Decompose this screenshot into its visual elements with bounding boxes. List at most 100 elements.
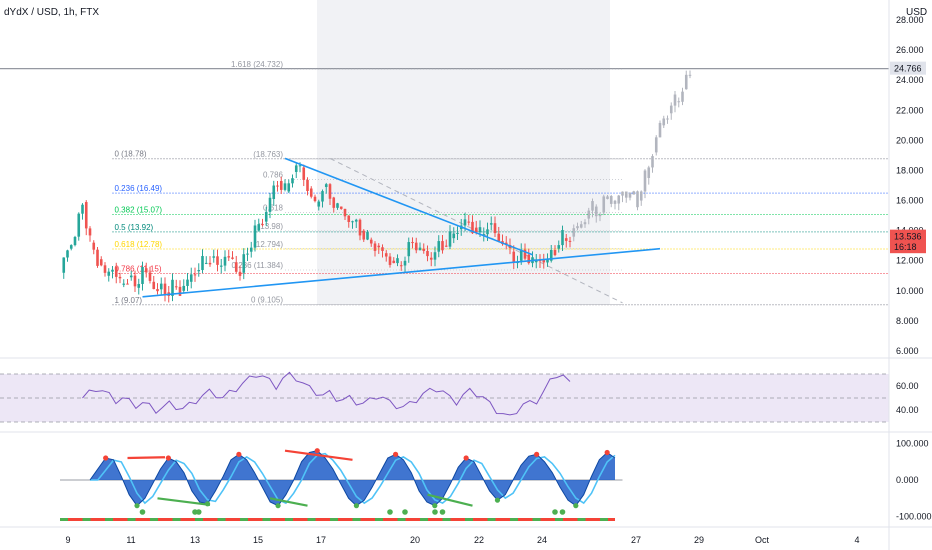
price-candle bbox=[358, 219, 362, 236]
momentum-pane[interactable]: 100.000 0.000 -100.000 bbox=[60, 438, 932, 522]
fib-extension-label: 0.786 bbox=[263, 170, 284, 179]
price-candle bbox=[519, 249, 523, 261]
price-candle bbox=[354, 219, 358, 222]
projected-candle bbox=[669, 105, 673, 114]
fib-extension-label: (13.98) bbox=[258, 222, 284, 231]
price-candle bbox=[111, 269, 114, 272]
price-tick-label: 28.000 bbox=[896, 15, 924, 25]
signal-strip-segment bbox=[487, 518, 496, 521]
bull-signal-dot bbox=[139, 509, 146, 515]
price-candle bbox=[381, 247, 384, 251]
projected-candle bbox=[684, 74, 688, 90]
divergence-line bbox=[284, 449, 353, 461]
price-candle bbox=[448, 231, 452, 247]
price-candle bbox=[362, 230, 366, 240]
price-candle bbox=[478, 227, 482, 233]
price-candle bbox=[489, 223, 493, 225]
rsi-tick-label: 40.00 bbox=[896, 405, 919, 415]
price-tick-label: 22.000 bbox=[896, 105, 924, 115]
price-candle bbox=[174, 286, 178, 288]
price-candle bbox=[523, 249, 527, 259]
price-candle bbox=[328, 184, 332, 199]
price-candle bbox=[313, 196, 317, 202]
price-candle bbox=[103, 265, 107, 273]
signal-strip-segment bbox=[442, 518, 451, 521]
price-candle bbox=[422, 248, 426, 251]
price-candle bbox=[189, 274, 193, 282]
price-candle bbox=[73, 236, 77, 246]
time-tick-label: 11 bbox=[126, 535, 135, 545]
price-candle bbox=[231, 257, 234, 259]
price-badge-label: 13.536 bbox=[894, 232, 922, 242]
signal-strip-segment bbox=[555, 518, 563, 521]
price-candle bbox=[268, 197, 272, 212]
time-tick-label: 24 bbox=[537, 535, 547, 545]
price-candle bbox=[512, 251, 516, 263]
projected-candle bbox=[632, 191, 636, 195]
projected-candle bbox=[673, 94, 677, 106]
time-tick-label: 15 bbox=[253, 535, 263, 545]
projected-candle bbox=[602, 196, 606, 213]
bear-cross-dot bbox=[463, 455, 469, 461]
price-candle bbox=[279, 180, 283, 190]
price-candle bbox=[186, 279, 189, 286]
projected-candle bbox=[666, 118, 669, 120]
price-candle bbox=[276, 185, 279, 187]
projected-candle bbox=[647, 167, 651, 178]
fib-extension-label: 1.618 (24.732) bbox=[231, 60, 283, 69]
bear-cross-dot bbox=[165, 455, 171, 461]
projected-candle bbox=[651, 156, 654, 168]
price-candle bbox=[564, 238, 568, 241]
price-candle bbox=[249, 247, 253, 252]
rsi-tick-label: 60.00 bbox=[896, 381, 919, 391]
price-candle bbox=[429, 257, 433, 260]
time-tick-label: 4 bbox=[854, 535, 859, 545]
price-candle bbox=[426, 250, 429, 257]
price-candle bbox=[257, 224, 261, 231]
bull-signal-dot bbox=[387, 509, 393, 515]
bull-signal-dot bbox=[402, 509, 408, 515]
price-candle bbox=[557, 245, 561, 249]
signal-strip-segment bbox=[352, 518, 361, 521]
price-candle bbox=[568, 240, 572, 242]
rsi-pane[interactable]: 60.00 40.00 bbox=[0, 371, 919, 423]
bull-cross-dot bbox=[134, 503, 140, 509]
price-pane[interactable]: 28.000 26.000 24.000 22.000 20.000 18.000 16.0… bbox=[0, 0, 926, 356]
projected-candle bbox=[654, 137, 658, 153]
price-candle bbox=[253, 225, 257, 248]
signal-strip-segment bbox=[60, 518, 68, 521]
wave-tick-label: -100.000 bbox=[896, 512, 932, 522]
projected-candle bbox=[572, 228, 576, 237]
price-candle bbox=[309, 188, 313, 197]
bear-cross-dot bbox=[236, 451, 242, 457]
price-candle bbox=[272, 185, 276, 200]
price-badge bbox=[890, 240, 926, 254]
bull-cross-dot bbox=[353, 503, 360, 509]
price-candle bbox=[223, 256, 227, 266]
time-axis[interactable]: 9 11 13 15 17 20 22 24 27 29 Oct 4 bbox=[65, 535, 859, 545]
projected-candle bbox=[658, 122, 662, 138]
signal-strip-segment bbox=[195, 518, 203, 521]
bear-cross-dot bbox=[314, 448, 320, 454]
price-candle bbox=[208, 262, 212, 265]
bear-cross-dot bbox=[103, 455, 109, 461]
time-tick-label: Oct bbox=[755, 535, 770, 545]
signal-strip-segment bbox=[82, 518, 91, 521]
time-tick-label: 27 bbox=[631, 535, 641, 545]
wave-slow-line bbox=[89, 450, 616, 507]
price-candle bbox=[114, 266, 118, 277]
time-tick-label: 17 bbox=[316, 535, 326, 545]
price-candle bbox=[141, 266, 144, 284]
price-candle bbox=[351, 221, 354, 223]
price-tick-label: 10.000 bbox=[896, 286, 924, 296]
price-tick-label: 26.000 bbox=[896, 45, 924, 55]
signal-strip-segment bbox=[577, 518, 586, 521]
fib-level-label: 0.382 (15.07) bbox=[115, 206, 163, 215]
price-candle bbox=[178, 286, 182, 296]
price-candle bbox=[283, 183, 287, 190]
price-candle bbox=[452, 233, 456, 239]
price-candle bbox=[418, 247, 422, 251]
price-candle bbox=[144, 268, 148, 273]
price-candle bbox=[339, 206, 343, 209]
